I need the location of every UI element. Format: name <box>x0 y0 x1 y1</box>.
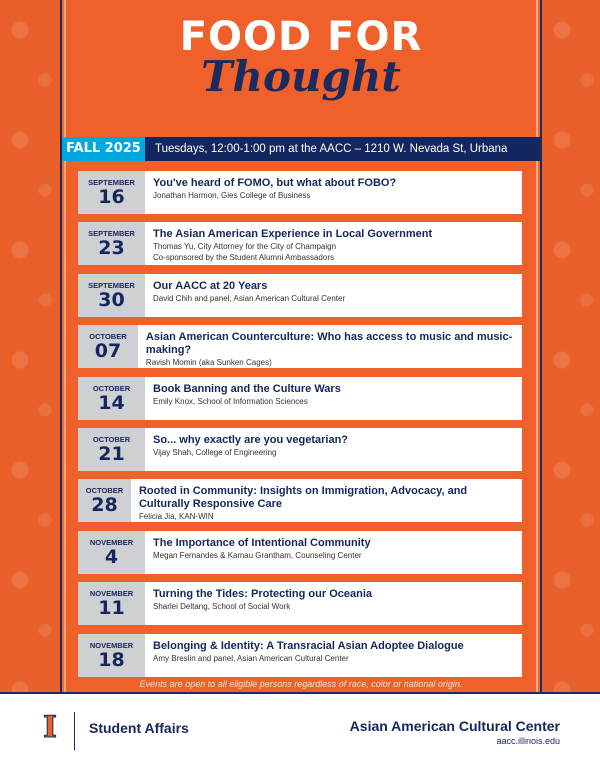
event-month: OCTOBER <box>89 332 127 342</box>
event-title: So... why exactly are you vegetarian? <box>153 434 349 446</box>
title-line1: FOOD FOR <box>179 14 423 60</box>
event-month: SEPTEMBER <box>88 178 135 187</box>
event-details: Rooted in Community: Insights on Immigra… <box>131 479 522 522</box>
event-month: OCTOBER <box>85 486 124 496</box>
disclaimer: Events are open to all eligible persons … <box>139 679 463 689</box>
event-note: Co-sponsored by the Student Alumni Ambas… <box>153 253 334 263</box>
event-title: Rooted in Community: Insights on Immigra… <box>138 485 468 511</box>
unit-name: Student Affairs <box>89 720 189 736</box>
event-date: OCTOBER 21 <box>78 428 145 471</box>
event-row: NOVEMBER 11 Turning the Tides: Protecting… <box>78 582 522 626</box>
event-title: Belonging & Identity: A Transracial Asia… <box>153 639 464 652</box>
event-speaker: Felicia Jia, KAN-WIN <box>138 512 214 522</box>
event-day: 14 <box>98 391 125 414</box>
event-month: NOVEMBER <box>89 537 134 547</box>
event-title: The Importance of Intentional Community <box>153 536 371 549</box>
event-details: Turning the Tides: Protecting our Oceani… <box>145 582 380 625</box>
event-speaker: David Chih and panel, Asian American Cul… <box>153 293 346 303</box>
event-speaker: Ravish Momin (aka Sunken Cages) <box>145 358 272 368</box>
event-day: 21 <box>98 443 125 465</box>
title-line2: Thought <box>201 52 401 101</box>
event-speaker: Jonathan Harmon, Gies College of Busines… <box>153 191 311 200</box>
event-date: NOVEMBER 4 <box>78 530 145 574</box>
event-speaker: Amy Breslin and panel, Asian American Cu… <box>153 653 349 663</box>
event-day: 16 <box>98 186 125 208</box>
org-url[interactable]: aacc.illinois.edu <box>496 736 560 746</box>
event-speaker: Megan Fernandes & Kamau Grantham, Counse… <box>153 550 362 560</box>
event-title: Turning the Tides: Protecting our Oceani… <box>153 588 373 601</box>
event-row: OCTOBER 21 So... why exactly are you vege… <box>78 428 522 471</box>
poster: FOOD FOR Thought FALL 2025 Tuesdays, 12:… <box>0 0 600 693</box>
footer-divider <box>0 692 600 694</box>
schedule-info: Tuesdays, 12:00-1:00 pm at the AACC – 12… <box>155 143 508 155</box>
org-name: Asian American Cultural Center <box>349 718 560 734</box>
event-row: NOVEMBER 4 The Importance of Intentional … <box>78 530 522 574</box>
event-date: SEPTEMBER 16 <box>78 171 145 214</box>
event-title: Asian American Counterculture: Who has a… <box>145 331 513 357</box>
event-day: 4 <box>104 545 119 568</box>
event-month: NOVEMBER <box>89 640 134 650</box>
event-day: 30 <box>98 288 125 311</box>
event-date: SEPTEMBER 23 <box>78 222 145 266</box>
event-date: SEPTEMBER 30 <box>78 273 145 317</box>
event-month: NOVEMBER <box>89 589 134 599</box>
food-pattern-left <box>0 0 62 693</box>
schedule-bar: FALL 2025 Tuesdays, 12:00-1:00 pm at the… <box>62 137 540 161</box>
event-details: Asian American Counterculture: Who has a… <box>138 325 522 368</box>
event-day: 23 <box>98 237 125 260</box>
event-title: You've heard of FOMO, but what about FOB… <box>153 177 397 189</box>
event-date: NOVEMBER 11 <box>78 582 145 626</box>
season-badge: FALL 2025 <box>62 137 145 161</box>
event-title: The Asian American Experience in Local G… <box>153 228 433 241</box>
event-details: Book Banning and the Culture Wars Emily K… <box>145 377 349 420</box>
event-details: Our AACC at 20 Years David Chih and panel… <box>145 274 353 317</box>
event-row: OCTOBER 28 Rooted in Community: Insights … <box>78 479 522 523</box>
event-title: Our AACC at 20 Years <box>153 279 268 292</box>
event-date: OCTOBER 28 <box>78 479 131 523</box>
logo-separator <box>74 712 75 750</box>
event-details: The Importance of Intentional Community M… <box>145 531 379 574</box>
event-row: SEPTEMBER 23 The Asian American Experienc… <box>78 222 522 266</box>
event-speaker: Emily Knox, School of Information Scienc… <box>153 396 308 406</box>
event-speaker: Thomas Yu, City Attorney for the City of… <box>153 242 337 252</box>
event-speaker: Vijay Shah, College of Engineering <box>153 448 277 457</box>
event-day: 18 <box>98 648 125 671</box>
event-month: SEPTEMBER <box>88 229 135 239</box>
event-date: OCTOBER 07 <box>78 325 138 369</box>
event-day: 28 <box>91 494 118 517</box>
event-details: You've heard of FOMO, but what about FOB… <box>145 171 404 214</box>
event-date: OCTOBER 14 <box>78 376 145 420</box>
illinois-logo: I <box>43 710 58 745</box>
event-row: OCTOBER 07 Asian American Counterculture:… <box>78 325 522 369</box>
event-row: NOVEMBER 18 Belonging & Identity: A Trans… <box>78 633 522 677</box>
event-details: So... why exactly are you vegetarian? Vij… <box>145 428 356 471</box>
event-row: SEPTEMBER 30 Our AACC at 20 Years David Ch… <box>78 273 522 317</box>
event-title: Book Banning and the Culture Wars <box>153 382 341 395</box>
event-details: Belonging & Identity: A Transracial Asia… <box>145 634 472 677</box>
event-row: OCTOBER 14 Book Banning and the Culture W… <box>78 376 522 420</box>
event-month: OCTOBER <box>92 435 131 444</box>
event-day: 07 <box>94 340 122 363</box>
event-day: 11 <box>98 597 125 620</box>
event-row: SEPTEMBER 16 You've heard of FOMO, but wh… <box>78 171 522 214</box>
food-pattern-right <box>540 0 600 693</box>
event-month: OCTOBER <box>92 383 131 393</box>
event-date: NOVEMBER 18 <box>78 633 145 677</box>
event-details: The Asian American Experience in Local G… <box>145 222 440 265</box>
event-speaker: Sharlei Deltang, School of Social Work <box>153 602 291 612</box>
event-month: SEPTEMBER <box>88 280 135 290</box>
